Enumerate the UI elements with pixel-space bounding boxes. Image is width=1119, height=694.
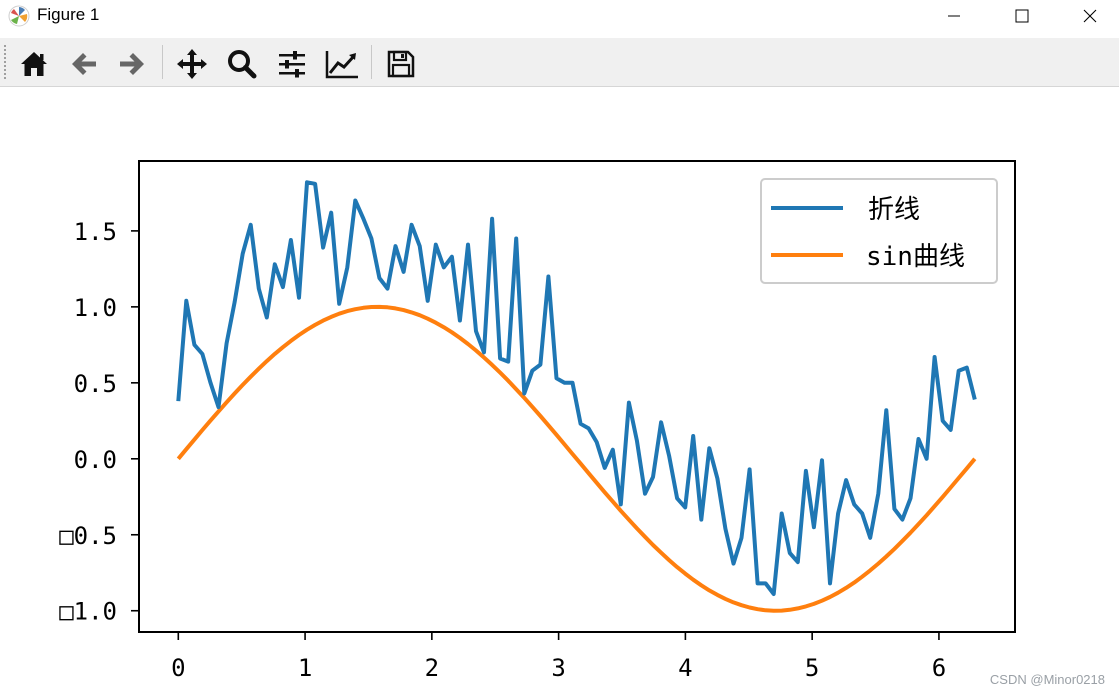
back-button[interactable] (66, 46, 102, 82)
x-axis: 0 1 2 3 4 5 6 (171, 632, 946, 682)
move-icon (177, 49, 207, 79)
minimize-button[interactable] (928, 0, 980, 32)
legend-label-line: 折线 (868, 195, 920, 225)
matplotlib-icon (8, 5, 30, 27)
toolbar-separator (371, 45, 372, 79)
forward-button[interactable] (114, 46, 150, 82)
y-tick-label: 0.0 (74, 446, 117, 474)
y-tick-label: 0.5 (74, 370, 117, 398)
figure-canvas[interactable]: 0 1 2 3 4 5 6 1.5 1.0 0.5 0.0 □0.5 □1.0 折线 sin曲线 CS… (0, 87, 1119, 694)
series-line-sin (176, 304, 977, 613)
x-tick-label: 3 (551, 654, 565, 682)
floppy-disk-icon (387, 50, 415, 78)
edit-axis-button[interactable] (324, 46, 360, 82)
y-tick-label: 1.5 (74, 218, 117, 246)
home-button[interactable] (16, 46, 52, 82)
axes-frame (138, 160, 1016, 633)
maximize-icon (1015, 9, 1029, 23)
navigation-toolbar (0, 38, 1119, 87)
y-tick-label: □1.0 (59, 598, 117, 626)
close-button[interactable] (1064, 0, 1116, 32)
toolbar-separator (162, 45, 163, 79)
line-chart-icon (325, 51, 358, 79)
x-tick-label: 2 (425, 654, 439, 682)
pan-button[interactable] (174, 46, 210, 82)
toolbar-grip[interactable] (3, 44, 7, 80)
watermark-text: CSDN @Minor0218 (989, 672, 1105, 687)
maximize-button[interactable] (996, 0, 1048, 32)
arrow-right-icon (120, 53, 144, 75)
configure-subplots-button[interactable] (274, 46, 310, 82)
window-title: Figure 1 (37, 5, 100, 24)
sliders-icon (279, 51, 305, 78)
home-icon (21, 52, 47, 76)
title-bar: Figure 1 (0, 0, 1119, 32)
magnifier-icon (228, 50, 257, 79)
y-tick-label: 1.0 (74, 294, 117, 322)
zoom-button[interactable] (224, 46, 260, 82)
y-axis: 1.5 1.0 0.5 0.0 □0.5 □1.0 (59, 218, 139, 626)
series-layer (176, 180, 977, 613)
series-line-noisy (176, 180, 977, 596)
close-icon (1083, 9, 1097, 23)
y-tick-label: □0.5 (59, 522, 117, 550)
x-tick-label: 4 (678, 654, 692, 682)
minimize-icon (948, 15, 960, 17)
legend: 折线 sin曲线 (760, 178, 998, 284)
save-button[interactable] (383, 46, 419, 82)
x-tick-label: 5 (805, 654, 819, 682)
line-chart[interactable]: 0 1 2 3 4 5 6 1.5 1.0 0.5 0.0 □0.5 □1.0 折线 sin曲线 (0, 87, 1119, 694)
x-tick-label: 0 (171, 654, 185, 682)
arrow-left-icon (72, 53, 96, 75)
x-tick-label: 1 (298, 654, 312, 682)
legend-label-sin: sin曲线 (866, 242, 965, 272)
x-tick-label: 6 (932, 654, 946, 682)
